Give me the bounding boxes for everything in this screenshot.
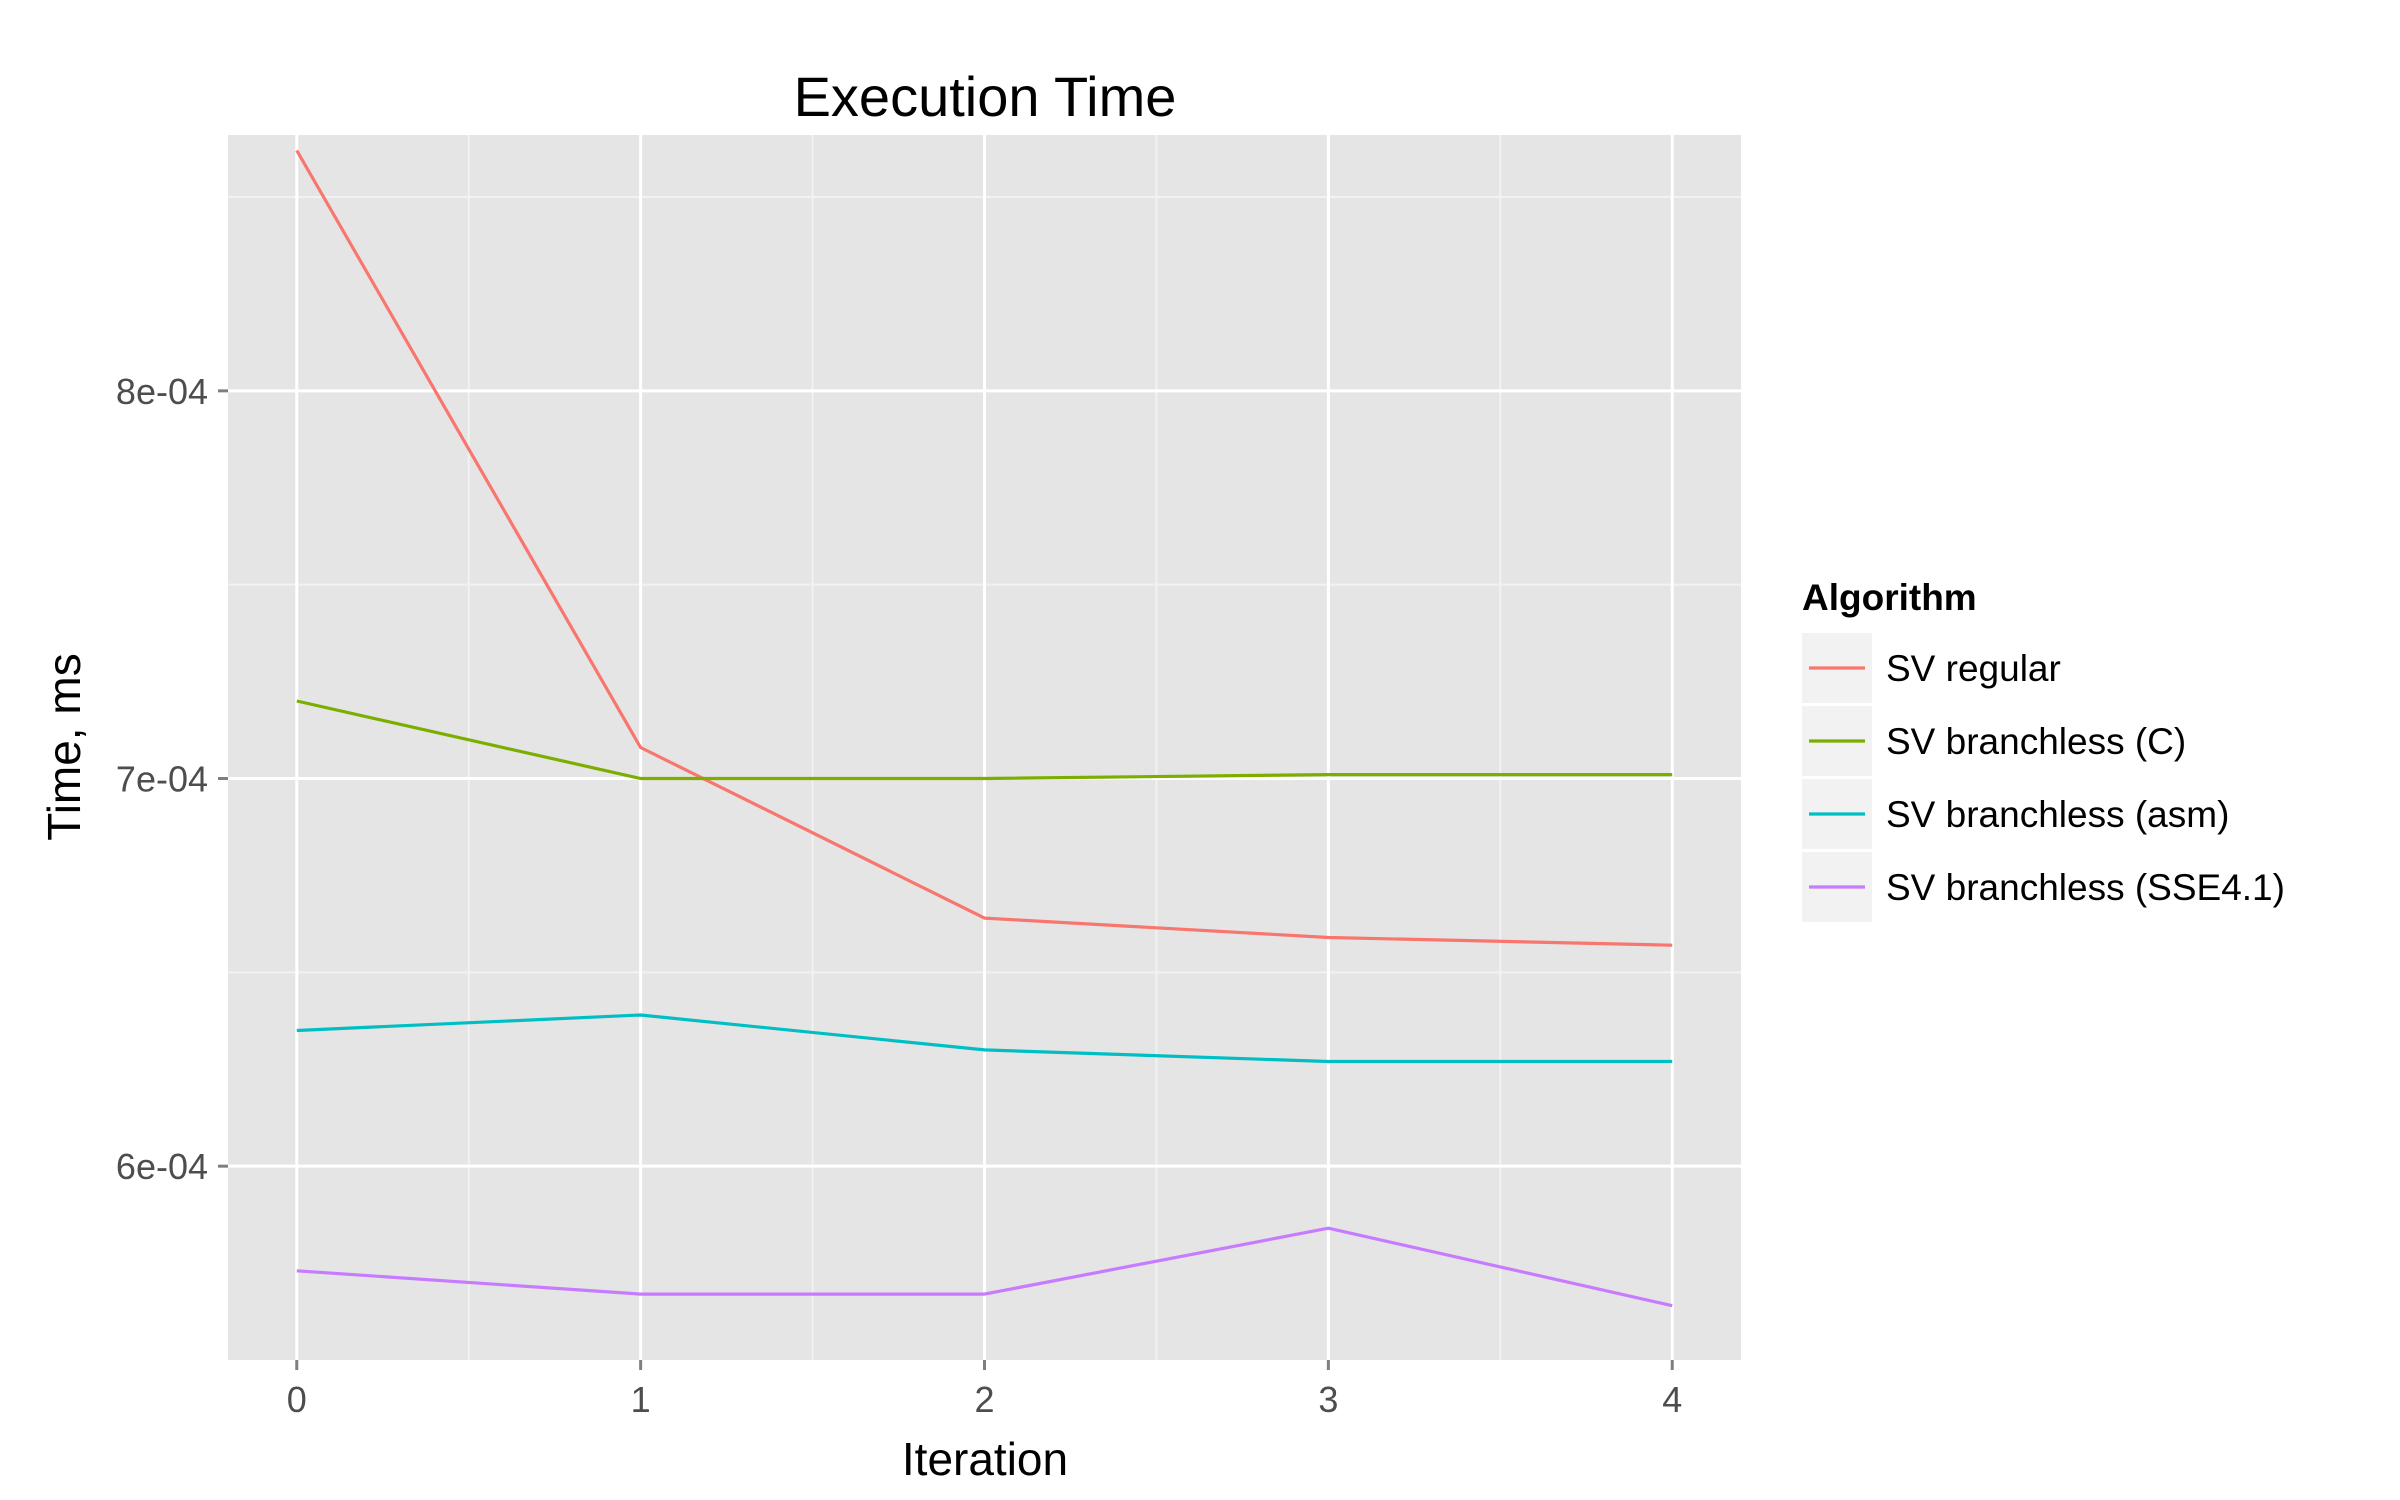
legend-title: Algorithm bbox=[1802, 577, 1977, 618]
x-axis: 0 1 2 3 4 bbox=[287, 1360, 1682, 1420]
legend-label: SV regular bbox=[1886, 648, 2061, 689]
y-axis-title: Time, ms bbox=[38, 653, 90, 840]
y-tick-label: 8e-04 bbox=[116, 371, 208, 412]
chart-title: Execution Time bbox=[794, 65, 1177, 128]
x-tick-label: 2 bbox=[974, 1379, 994, 1420]
legend-label: SV branchless (C) bbox=[1886, 721, 2186, 762]
series-line-1 bbox=[296, 699, 1673, 781]
x-tick-label: 0 bbox=[287, 1379, 307, 1420]
x-tick-label: 1 bbox=[631, 1379, 651, 1420]
y-tick-label: 7e-04 bbox=[116, 759, 208, 800]
series-lines bbox=[295, 149, 1673, 1308]
legend-label: SV branchless (SSE4.1) bbox=[1886, 867, 2285, 908]
series-line-2 bbox=[296, 1013, 1673, 1064]
series-line-0 bbox=[295, 149, 1673, 947]
y-tick-label: 6e-04 bbox=[116, 1146, 208, 1187]
x-axis-title: Iteration bbox=[902, 1433, 1068, 1485]
series-line-3 bbox=[296, 1226, 1673, 1308]
legend-label: SV branchless (asm) bbox=[1886, 794, 2229, 835]
x-tick-label: 4 bbox=[1662, 1379, 1682, 1420]
legend: Algorithm SV regular SV branchless (C) SV … bbox=[1802, 577, 2285, 922]
y-axis: 6e-04 7e-04 8e-04 bbox=[116, 371, 228, 1187]
x-tick-label: 3 bbox=[1318, 1379, 1338, 1420]
